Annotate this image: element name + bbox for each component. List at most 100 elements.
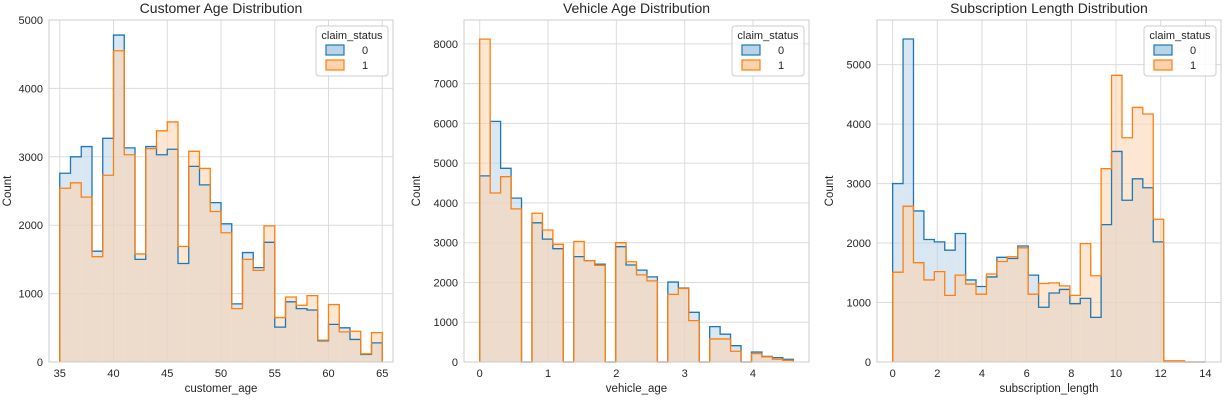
- x-tick-label: 65: [376, 368, 388, 380]
- y-tick-label: 1000: [847, 298, 871, 310]
- histogram-bar: [594, 265, 606, 362]
- legend-title: claim_status: [737, 30, 799, 42]
- y-tick-label: 1000: [434, 317, 458, 329]
- histogram-bar: [70, 182, 82, 362]
- x-tick-label: 50: [215, 368, 227, 380]
- legend-swatch-0: [741, 44, 761, 56]
- y-tick-label: 5000: [19, 15, 43, 27]
- x-tick-label: 12: [1155, 368, 1167, 380]
- histogram-bar: [1059, 285, 1070, 362]
- x-axis-label: vehicle_age: [606, 383, 667, 395]
- x-axis-label: customer_age: [185, 383, 258, 395]
- x-tick-label: 0: [890, 368, 896, 380]
- x-tick-label: 1: [545, 368, 551, 380]
- histogram-bar: [113, 50, 125, 362]
- histogram-bar: [772, 359, 783, 362]
- x-tick-label: 55: [269, 368, 281, 380]
- x-tick-label: 60: [322, 368, 334, 380]
- y-axis-label: Count: [2, 175, 14, 206]
- histogram-bar: [678, 288, 689, 362]
- histogram-bar: [730, 351, 742, 362]
- histogram-bar: [709, 338, 721, 362]
- histogram-bar: [328, 304, 340, 362]
- legend: claim_status 0 1: [315, 25, 389, 77]
- y-tick-label: 0: [865, 357, 871, 369]
- histogram-bar: [156, 130, 168, 362]
- histogram-bar: [339, 331, 350, 362]
- histogram-bar: [965, 284, 977, 362]
- histogram-bar: [511, 208, 522, 362]
- histogram-bar: [242, 259, 254, 362]
- histogram-bar: [903, 206, 914, 362]
- histogram-bar: [360, 353, 372, 362]
- histogram-bar: [923, 279, 935, 362]
- legend-label-1: 1: [362, 60, 368, 72]
- histogram-bar: [542, 229, 553, 362]
- histogram-bar: [903, 39, 914, 362]
- histogram-bar: [1028, 294, 1039, 362]
- histogram-bar: [350, 331, 361, 362]
- histogram-bar: [167, 121, 178, 362]
- histogram-bar: [490, 192, 501, 362]
- histogram-bar: [626, 261, 637, 362]
- histogram-bar: [584, 260, 595, 362]
- legend: claim_status 0 1: [1143, 25, 1217, 77]
- x-tick-label: 0: [477, 368, 483, 380]
- y-tick-label: 3000: [19, 152, 43, 164]
- x-tick-label: 40: [107, 368, 119, 380]
- x-tick-label: 45: [161, 368, 173, 380]
- histogram-bar: [92, 256, 103, 362]
- legend-label-0: 0: [1190, 45, 1196, 57]
- y-tick-label: 2000: [19, 220, 43, 232]
- histogram-bar: [892, 272, 904, 362]
- histogram-bar: [178, 246, 189, 362]
- x-tick-label: 4: [750, 368, 756, 380]
- y-tick-label: 7000: [434, 79, 458, 91]
- histogram-bar: [986, 273, 997, 362]
- histogram-bar: [102, 175, 114, 362]
- histogram-bar: [1049, 282, 1060, 362]
- histogram-bar: [1101, 168, 1112, 362]
- chart-title: Vehicle Age Distribution: [563, 0, 710, 16]
- plot-frame: [876, 19, 1222, 363]
- series-1-bars: [59, 50, 383, 362]
- y-tick-label: 2000: [847, 238, 871, 250]
- histogram-bar: [761, 356, 773, 362]
- x-tick-label: 2: [934, 368, 940, 380]
- histogram-bar: [253, 270, 264, 362]
- histogram-bar: [285, 297, 297, 362]
- x-tick-label: 4: [979, 368, 985, 380]
- histogram-bar: [1111, 75, 1122, 362]
- y-tick-label: 1000: [19, 289, 43, 301]
- histogram-bar: [944, 295, 956, 362]
- y-tick-label: 5000: [434, 158, 458, 170]
- histogram-bar: [81, 197, 92, 362]
- x-tick-label: 3: [682, 368, 688, 380]
- histogram-bar: [1069, 295, 1081, 362]
- y-tick-label: 0: [452, 357, 458, 369]
- chart-title: Customer Age Distribution: [140, 0, 303, 16]
- legend-swatch-0: [1153, 44, 1173, 56]
- histogram-bar: [479, 39, 491, 362]
- histogram-bar: [1142, 113, 1154, 363]
- series-1-outline: [59, 50, 383, 362]
- histogram-bar: [231, 308, 243, 362]
- histogram-bar: [317, 340, 329, 362]
- histogram-bar: [976, 294, 987, 362]
- histogram-bar: [996, 261, 1008, 362]
- histogram-bar: [199, 168, 211, 362]
- histogram-bar: [688, 320, 700, 362]
- y-tick-label: 2000: [434, 277, 458, 289]
- histogram-bar: [636, 274, 647, 362]
- x-tick-label: 6: [1024, 368, 1030, 380]
- histogram-bar: [221, 232, 232, 362]
- y-axis-label: Count: [411, 175, 423, 206]
- histogram-bar: [1007, 256, 1018, 362]
- histogram-bar: [782, 360, 794, 362]
- histogram-bar: [210, 211, 221, 362]
- histogram-bar: [500, 176, 512, 362]
- histogram-bar: [59, 188, 71, 362]
- plot-frame: [463, 19, 810, 363]
